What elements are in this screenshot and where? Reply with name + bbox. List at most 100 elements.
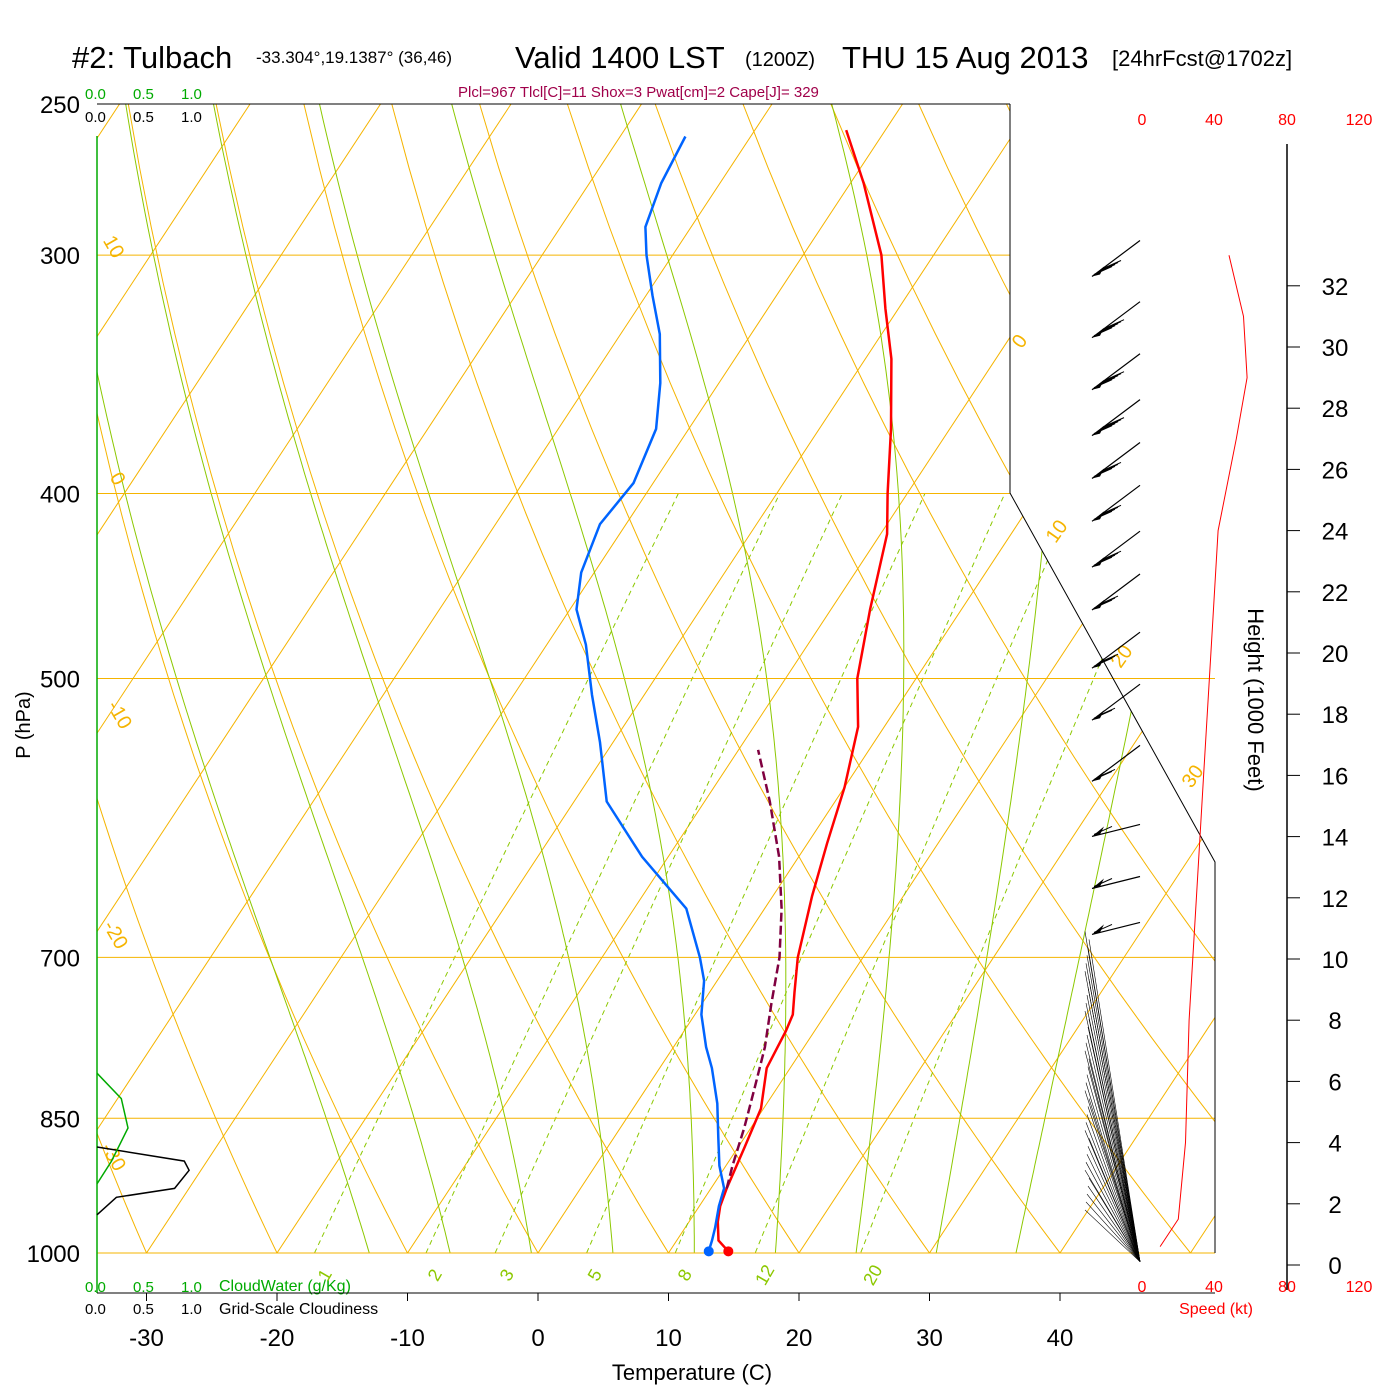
low-level-wind-barb	[1085, 1201, 1141, 1262]
wind-barb-flag	[1092, 327, 1104, 338]
speed-tick-bottom-3: 120	[1346, 1279, 1373, 1296]
valid-date: THU 15 Aug 2013	[842, 40, 1088, 75]
cloudiness-tick-top-0: 0.0	[85, 109, 106, 126]
forecast-info: [24hrFcst@1702z]	[1112, 46, 1292, 71]
cloudiness-label: Grid-Scale Cloudiness	[219, 1301, 378, 1318]
dry-adiabat-line	[566, 104, 1215, 1253]
low-level-wind-barb	[1085, 1042, 1141, 1262]
mixing-ratio-label: 8	[674, 1266, 696, 1285]
mixing-ratio-line	[302, 493, 679, 1253]
height-tick-label: 8	[1328, 1008, 1341, 1035]
height-tick-label: 18	[1322, 702, 1349, 729]
wind-barb-feather	[1102, 373, 1122, 383]
dry-adiabat-line	[742, 104, 1215, 1253]
low-level-wind-barb	[1084, 971, 1141, 1262]
low-level-wind-barb	[1084, 1090, 1141, 1262]
isotherm-line	[97, 104, 895, 1253]
wind-barb-flag	[1092, 826, 1104, 837]
wind-barb-feather	[1099, 323, 1119, 333]
wind-barb-feather	[1102, 419, 1122, 429]
wind-barb-flag	[1092, 468, 1104, 479]
pressure-tick-label: 250	[40, 92, 80, 119]
speed-tick-top-1: 40	[1205, 112, 1223, 129]
parcel-path-line	[725, 749, 783, 1189]
moist-adiabat-line	[831, 104, 905, 1253]
wind-speed-profile	[1159, 255, 1248, 1247]
dewpoint-line	[575, 135, 726, 1252]
low-level-wind-barb	[1084, 931, 1141, 1262]
wind-barb-flag	[1092, 771, 1104, 782]
cloudiness-tick-top-1: 0.5	[133, 109, 154, 126]
height-tick-label: 20	[1322, 641, 1349, 668]
height-tick-label: 32	[1322, 274, 1349, 301]
low-level-wind-barb	[1084, 1209, 1141, 1262]
cloudwater-tick-top-1: 0.5	[133, 86, 154, 103]
low-level-wind-barb	[1087, 1146, 1141, 1262]
wind-barb-feather	[1105, 319, 1125, 329]
wind-barb-feather	[1099, 421, 1119, 431]
isotherm-line	[97, 104, 242, 1253]
isotherm-line	[782, 104, 1215, 1253]
isotherm-line	[1043, 104, 1215, 1253]
isotherm-line	[97, 104, 634, 1253]
height-tick-label: 14	[1322, 825, 1349, 852]
zulu-time: (1200Z)	[745, 49, 815, 71]
wind-barb-feather	[1099, 595, 1119, 605]
isotherm-label: 10	[1042, 516, 1073, 547]
isotherm-label: 10	[98, 232, 128, 262]
isotherm-line	[260, 104, 1156, 1253]
mixing-ratio-line	[850, 493, 1172, 1253]
grid-clipped	[97, 0, 1400, 1277]
mixing-ratio-label: 20	[859, 1261, 886, 1288]
temperature-tick-label: -30	[129, 1325, 164, 1352]
mixing-ratio-line	[575, 493, 926, 1253]
wind-barb-feather	[1105, 417, 1125, 427]
cloudwater-tick-top-0: 0.0	[85, 86, 106, 103]
pressure-tick-label: 500	[40, 667, 80, 694]
wind-barb-flag	[1092, 557, 1104, 568]
isotherm-label: -10	[102, 697, 136, 733]
isotherm-line	[1305, 0, 1400, 1277]
isotherm-line	[390, 104, 1215, 1253]
top-scale-labels: 0.0 0.5 1.0 0.0 0.5 1.0	[85, 86, 202, 126]
wind-barb-flag	[1092, 658, 1104, 669]
moist-adiabat-line	[97, 104, 382, 1253]
moist-adiabat-line	[1006, 104, 1215, 1253]
valid-time: Valid 1400 LST	[515, 40, 725, 75]
isotherm-line	[97, 104, 764, 1253]
height-tick-label: 6	[1328, 1069, 1341, 1096]
cloudiness-tick-bottom-0: 0.0	[85, 1301, 106, 1318]
low-level-wind-barb	[1084, 1050, 1141, 1262]
cloudwater-label: CloudWater (g/Kg)	[219, 1278, 351, 1295]
low-level-wind-barb	[1087, 1185, 1141, 1262]
moist-adiabat-line	[928, 104, 1060, 1253]
mixing-ratio-line	[744, 493, 1078, 1253]
bottom-scale-labels: 0.0 0.5 1.0 CloudWater (g/Kg) 0.0 0.5 1.…	[85, 1278, 378, 1318]
plot-frame-right	[1009, 104, 1216, 1253]
speed-tick-bottom-0: 0	[1138, 1279, 1147, 1296]
wind-barb-feather	[1099, 464, 1119, 473]
dry-adiabat-line	[303, 104, 827, 1253]
height-tick-label: 16	[1322, 763, 1349, 790]
low-level-wind-barb	[1086, 955, 1141, 1262]
dry-adiabat-line	[479, 104, 1092, 1253]
pressure-tick-label: 400	[40, 482, 80, 509]
wind-barb-feather	[1099, 653, 1119, 663]
low-level-wind-barb	[1085, 1082, 1141, 1262]
low-level-wind-barb	[1086, 1034, 1141, 1262]
low-level-wind-barb	[1085, 1122, 1141, 1262]
mixing-ratio-line	[483, 493, 843, 1253]
height-tick-label: 26	[1322, 457, 1349, 484]
wind-barb-flag	[1092, 511, 1104, 522]
low-level-wind-barb	[1086, 1193, 1141, 1262]
dry-adiabat-line	[97, 104, 298, 1253]
isotherm-label: 0	[105, 469, 130, 490]
low-level-wind-barb	[1085, 963, 1141, 1262]
dry-adiabat-line	[127, 104, 562, 1253]
mixing-ratio-label: 5	[584, 1266, 606, 1285]
wind-barb-feather	[1099, 506, 1119, 516]
low-level-wind-barb	[1084, 1010, 1141, 1262]
diagram-grid	[96, 0, 1400, 1293]
wind-barb-feather	[1099, 375, 1119, 385]
